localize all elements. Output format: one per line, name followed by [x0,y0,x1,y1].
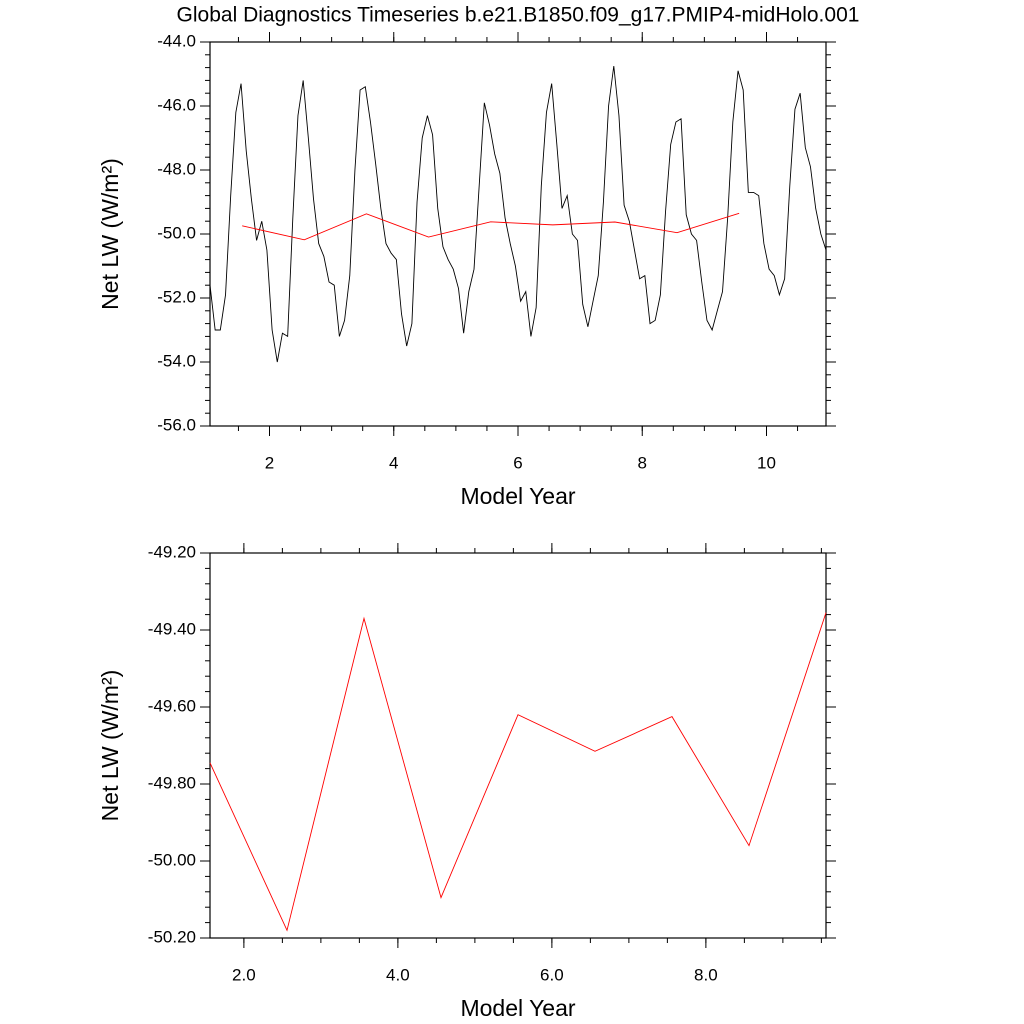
x-tick-label: 8 [638,453,647,472]
chart-title: Global Diagnostics Timeseries b.e21.B185… [177,4,860,27]
y-axis-label: Net LW (W/m²) [97,158,123,310]
x-tick-label: 2.0 [232,965,256,984]
data-line [209,65,827,363]
x-tick-label: 2 [265,453,274,472]
y-tick-label: -50.20 [148,927,196,946]
x-tick-label: 8.0 [694,965,718,984]
data-line [242,212,740,241]
data-line [209,612,827,932]
x-tick-label: 4 [389,453,398,472]
y-tick-label: -49.60 [148,696,196,715]
y-tick-label: -50.00 [148,850,196,869]
x-tick-label: 6 [513,453,522,472]
plot-frame [209,552,827,939]
x-axis-label: Model Year [460,995,575,1021]
y-tick-label: -48.0 [157,159,196,178]
y-tick-label: -52.0 [157,287,196,306]
x-tick-label: 4.0 [386,965,410,984]
y-tick-label: -54.0 [157,351,196,370]
plot-frame [209,41,827,427]
x-tick-label: 10 [757,453,776,472]
x-axis-label: Model Year [460,483,575,509]
y-tick-label: -50.0 [157,223,196,242]
y-tick-label: -46.0 [157,95,196,114]
y-tick-label: -56.0 [157,415,196,434]
x-tick-label: 6.0 [540,965,564,984]
y-axis-label: Net LW (W/m²) [97,670,123,822]
y-tick-label: -49.20 [148,542,196,561]
y-tick-label: -49.40 [148,619,196,638]
y-tick-label: -49.80 [148,773,196,792]
y-tick-label: -44.0 [157,31,196,50]
